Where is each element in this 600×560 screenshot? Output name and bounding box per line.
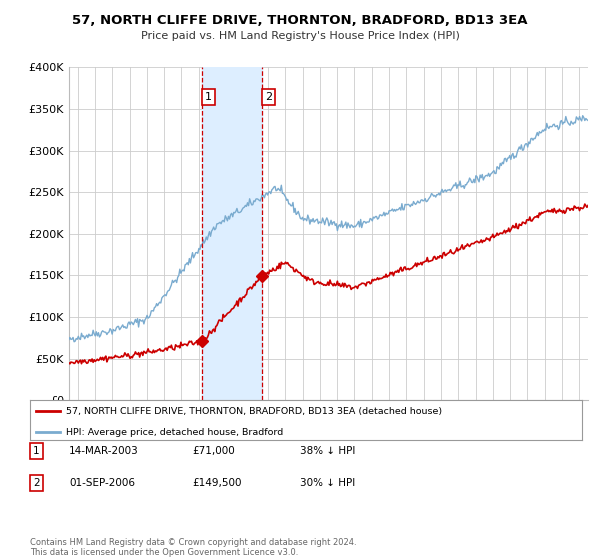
Text: Contains HM Land Registry data © Crown copyright and database right 2024.
This d: Contains HM Land Registry data © Crown c… xyxy=(30,538,356,557)
Text: 1: 1 xyxy=(33,446,40,456)
Text: 14-MAR-2003: 14-MAR-2003 xyxy=(69,446,139,456)
Text: £149,500: £149,500 xyxy=(192,478,241,488)
Text: 1: 1 xyxy=(205,92,212,102)
Text: 2: 2 xyxy=(265,92,272,102)
Text: 01-SEP-2006: 01-SEP-2006 xyxy=(69,478,135,488)
Bar xyxy=(202,67,262,400)
Text: 30% ↓ HPI: 30% ↓ HPI xyxy=(300,478,355,488)
Text: 38% ↓ HPI: 38% ↓ HPI xyxy=(300,446,355,456)
Text: Price paid vs. HM Land Registry's House Price Index (HPI): Price paid vs. HM Land Registry's House … xyxy=(140,31,460,41)
Text: 57, NORTH CLIFFE DRIVE, THORNTON, BRADFORD, BD13 3EA: 57, NORTH CLIFFE DRIVE, THORNTON, BRADFO… xyxy=(72,14,528,27)
Text: £71,000: £71,000 xyxy=(192,446,235,456)
Text: 57, NORTH CLIFFE DRIVE, THORNTON, BRADFORD, BD13 3EA (detached house): 57, NORTH CLIFFE DRIVE, THORNTON, BRADFO… xyxy=(66,407,442,416)
Text: 2: 2 xyxy=(33,478,40,488)
Text: HPI: Average price, detached house, Bradford: HPI: Average price, detached house, Brad… xyxy=(66,428,283,437)
